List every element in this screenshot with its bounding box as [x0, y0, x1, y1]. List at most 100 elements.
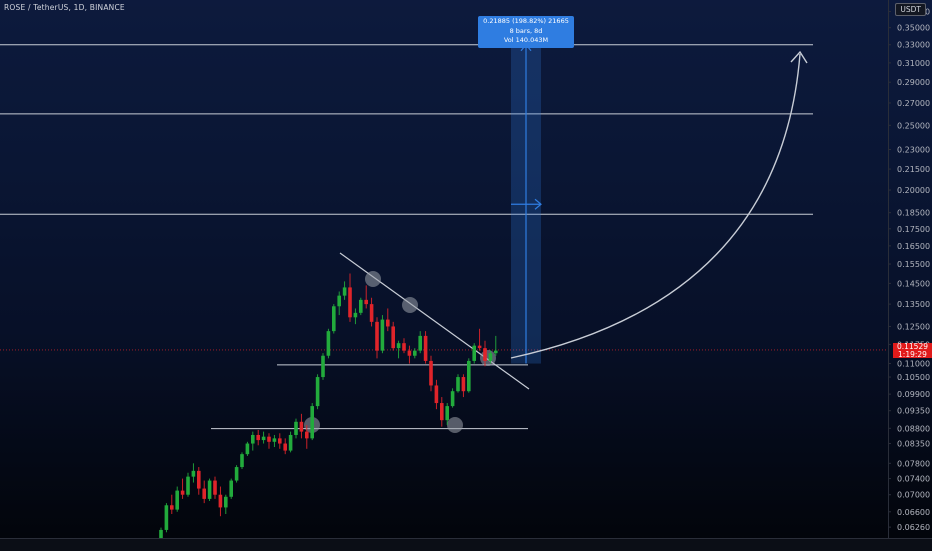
- y-tick-label: 0.20000: [897, 186, 930, 195]
- candle-body: [386, 319, 390, 327]
- candle-body: [213, 480, 217, 495]
- measure-bars: 8 bars, 8d: [509, 26, 543, 35]
- y-tick-label: 0.11000: [897, 360, 930, 369]
- y-tick-label: 0.06260: [897, 523, 930, 532]
- y-tick-label: 0.09350: [897, 407, 930, 416]
- candle-body: [159, 529, 163, 545]
- candle-body: [251, 434, 255, 444]
- current-price-value: 0.11529: [896, 342, 928, 351]
- candle-body: [413, 350, 417, 356]
- candle-body: [467, 360, 471, 392]
- y-tick-label: 0.29000: [897, 78, 930, 87]
- y-tick-label: 0.17500: [897, 225, 930, 234]
- candle-body: [429, 360, 433, 386]
- pivot-marker: [480, 350, 496, 366]
- y-tick-label: 0.09900: [897, 390, 930, 399]
- candle-body: [224, 496, 228, 508]
- y-tick-label: 0.07000: [897, 491, 930, 500]
- symbol-title[interactable]: ROSE / TetherUS, 1D, BINANCE: [4, 3, 125, 12]
- y-tick-label: 0.35000: [897, 24, 930, 33]
- candle-body: [278, 438, 282, 444]
- candle-body: [294, 421, 298, 435]
- candle-body: [245, 443, 250, 455]
- candle-series: [159, 273, 498, 547]
- y-tick-label: 0.27000: [897, 99, 930, 108]
- y-tick-label: 0.18500: [897, 209, 930, 218]
- candle-body: [391, 326, 395, 349]
- measure-volume: Vol 140.043M: [503, 36, 549, 44]
- candle-body: [305, 431, 309, 439]
- candle-body: [375, 321, 379, 351]
- candle-body: [321, 355, 325, 378]
- candle-body: [261, 436, 266, 441]
- candle-body: [175, 490, 179, 510]
- candle-body: [450, 391, 455, 407]
- pivot-marker: [365, 271, 381, 287]
- candle-body: [326, 331, 331, 356]
- candle-body: [180, 490, 185, 495]
- current-price-badge: 0.11529 1:19:29: [893, 342, 932, 359]
- candle-body: [364, 299, 368, 305]
- y-tick-label: 0.07400: [897, 475, 930, 484]
- candle-body: [423, 335, 428, 361]
- y-tick-label: 0.23000: [897, 145, 930, 154]
- candle-body: [256, 434, 260, 441]
- candle-body: [402, 343, 406, 351]
- candle-body: [380, 319, 385, 351]
- axis-divider: [888, 0, 889, 538]
- pivot-marker: [402, 297, 418, 313]
- candle-body: [461, 377, 466, 392]
- y-tick-label: 0.25000: [897, 121, 930, 130]
- y-tick-label: 0.07800: [897, 459, 930, 468]
- candle-body: [267, 436, 271, 442]
- candle-body: [197, 470, 201, 489]
- y-tick-label: 0.12500: [897, 322, 930, 331]
- candle-body: [342, 287, 347, 296]
- candle-body: [488, 353, 493, 361]
- y-tick-label: 0.15500: [897, 260, 930, 269]
- candle-body: [369, 304, 374, 322]
- y-tick-label: 0.13500: [897, 300, 930, 309]
- projection-arrow-head: [790, 50, 808, 64]
- measure-info-box: 0.21885 (198.82%) 21665 8 bars, 8d Vol 1…: [478, 16, 574, 48]
- candle-body: [234, 467, 239, 481]
- candle-body: [407, 350, 412, 356]
- countdown-value: 1:19:29: [898, 350, 927, 359]
- candle-body: [186, 476, 190, 495]
- y-tick-label: 0.33000: [897, 41, 930, 50]
- pivot-marker: [447, 417, 463, 433]
- y-tick-label: 0.31000: [897, 59, 930, 68]
- measure-horizontal-arrow-head: [534, 198, 542, 210]
- candle-body: [440, 403, 444, 421]
- y-tick-label: 0.08800: [897, 424, 930, 433]
- candle-body: [164, 505, 169, 530]
- candle-body: [315, 377, 320, 407]
- candle-body: [494, 350, 498, 354]
- candle-body: [353, 312, 358, 318]
- measure-change: 0.21885 (198.82%) 21665: [483, 17, 569, 25]
- price-axis[interactable]: 0.370000.350000.330000.310000.290000.270…: [888, 8, 930, 533]
- y-tick-label: 0.16500: [897, 242, 930, 251]
- candle-body: [288, 434, 293, 451]
- candle-body: [483, 348, 487, 361]
- y-tick-label: 0.14500: [897, 279, 930, 288]
- candle-body: [359, 299, 363, 313]
- candle-body: [310, 406, 314, 439]
- horizontal-levels: [0, 44, 888, 430]
- y-tick-label: 0.08350: [897, 440, 930, 449]
- candle-body: [283, 443, 287, 451]
- candle-body: [477, 345, 482, 349]
- candle-body: [434, 385, 439, 404]
- drawings: [304, 50, 808, 433]
- candle-body: [337, 295, 341, 307]
- candle-body: [418, 335, 422, 351]
- candle-body: [240, 454, 244, 468]
- currency-button[interactable]: USDT: [895, 3, 926, 16]
- candle-body: [299, 421, 304, 432]
- y-tick-label: 0.21500: [897, 165, 930, 174]
- candle-body: [202, 488, 206, 499]
- y-tick-label: 0.06600: [897, 508, 930, 517]
- measure-tool: [511, 43, 542, 364]
- candle-body: [229, 480, 233, 497]
